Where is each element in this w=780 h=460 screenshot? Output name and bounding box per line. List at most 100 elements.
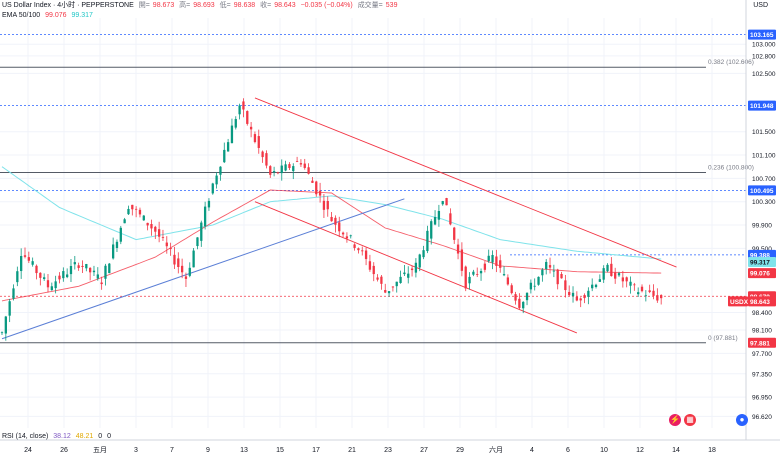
candle-body: [518, 298, 521, 308]
candle-body: [510, 285, 513, 294]
y-tick-label: 103.000: [752, 42, 776, 49]
rsi-extra-2: 0: [107, 433, 111, 440]
candle-body: [395, 281, 398, 287]
candle-body: [138, 209, 142, 215]
candle-body: [637, 292, 640, 295]
candle-body: [219, 166, 222, 175]
candle-body: [571, 292, 575, 297]
candle-body: [69, 265, 73, 275]
lightning-icon[interactable]: ⚡: [669, 414, 681, 426]
ema50-line: [1, 189, 662, 302]
candle-body: [564, 280, 567, 291]
candle-body: [20, 256, 23, 272]
high-value: 98.693: [193, 2, 215, 9]
candle-body: [146, 222, 149, 226]
candle-body: [157, 229, 161, 237]
candle-body: [226, 142, 230, 152]
candle-body: [0, 332, 4, 334]
close-value: 98.643: [274, 2, 296, 9]
candle-body: [131, 204, 134, 210]
candle-body: [66, 274, 69, 278]
candle-body: [341, 232, 345, 235]
candle-body: [31, 261, 34, 265]
candle-body: [621, 277, 624, 282]
candle-body: [8, 301, 11, 316]
x-tick-label: 14: [672, 447, 680, 454]
y-tick-label: 102.800: [752, 53, 776, 60]
candle-body: [525, 292, 529, 301]
candle-body: [460, 249, 464, 271]
uptrend-line: [1, 198, 405, 340]
candle-body: [437, 210, 441, 220]
candle-body: [449, 213, 452, 225]
candle-body: [211, 183, 214, 194]
x-tick-label: 13: [240, 447, 248, 454]
rsi-legend[interactable]: RSI (14, close) 38.12 48.21 0 0: [2, 432, 114, 441]
x-tick-label: 27: [420, 447, 428, 454]
x-tick-label: 21: [348, 447, 356, 454]
candle-body: [92, 270, 96, 273]
ema-legend[interactable]: EMA 50/100 99.076 99.317: [2, 11, 96, 20]
candle-body: [154, 226, 157, 232]
fib-level-label: 0 (97.881): [708, 335, 738, 342]
candle-body: [173, 254, 176, 265]
grid-lines: [0, 18, 746, 428]
price-tag: [748, 268, 776, 279]
candle-body: [548, 265, 552, 268]
candle-body: [376, 277, 379, 280]
price-tag: [748, 100, 776, 111]
candle-body: [410, 268, 414, 271]
candle-body: [334, 217, 337, 225]
calendar-event-icon[interactable]: ▦: [684, 414, 696, 426]
candle-body: [85, 263, 88, 269]
x-tick-label: 26: [60, 447, 68, 454]
candle-body: [575, 296, 579, 301]
candle-body: [184, 276, 188, 279]
price-tag-label: 97.881: [750, 340, 770, 347]
candle-body: [372, 265, 375, 275]
candle-body: [35, 265, 38, 274]
rsi-extra-1: 0: [98, 433, 103, 440]
x-tick-label: 29: [456, 447, 464, 454]
candle-body: [357, 248, 360, 251]
candle-body: [533, 285, 536, 287]
candle-body: [579, 298, 582, 301]
price-tag: [748, 337, 776, 348]
candle-body: [414, 262, 418, 273]
chart-header: US Dollar Index · 4小时 · PEPPERSTONE 開= 98…: [2, 2, 398, 9]
y-tick-label: 96.620: [752, 414, 772, 421]
symbol-tag: [728, 296, 748, 307]
fib-level-label: 0.382 (102.606): [708, 59, 754, 66]
candle-body: [399, 276, 402, 284]
candle-body: [330, 216, 333, 222]
candle-body: [640, 286, 644, 292]
candle-body: [560, 273, 563, 279]
candle-body: [272, 171, 276, 173]
candle-body: [234, 119, 237, 128]
candle-body: [364, 250, 368, 260]
open-value: 98.673: [152, 2, 175, 9]
channel-upper-line: [254, 97, 677, 268]
price-tag: [748, 29, 776, 40]
candle-body: [39, 272, 42, 278]
volume-value: 539: [385, 2, 398, 9]
candle-body: [610, 263, 613, 277]
candle-body: [315, 181, 318, 195]
price-tag: [748, 257, 776, 268]
candle-body: [633, 284, 636, 286]
ema50-value: 99.076: [45, 12, 67, 19]
candle-body: [464, 266, 467, 289]
candle-body: [614, 272, 617, 279]
earnings-event-icon[interactable]: ●: [736, 414, 748, 426]
ema100-line: [1, 166, 662, 260]
candle-body: [368, 261, 372, 270]
candle-body: [453, 227, 456, 240]
symbol-title[interactable]: US Dollar Index · 4小时 · PEPPERSTONE: [2, 2, 134, 9]
x-tick-label: 六月: [489, 445, 503, 454]
x-tick-label: 9: [206, 447, 210, 454]
candle-body: [249, 126, 253, 130]
candle-body: [433, 216, 437, 225]
candle-body: [299, 163, 303, 165]
candle-body: [441, 201, 444, 205]
